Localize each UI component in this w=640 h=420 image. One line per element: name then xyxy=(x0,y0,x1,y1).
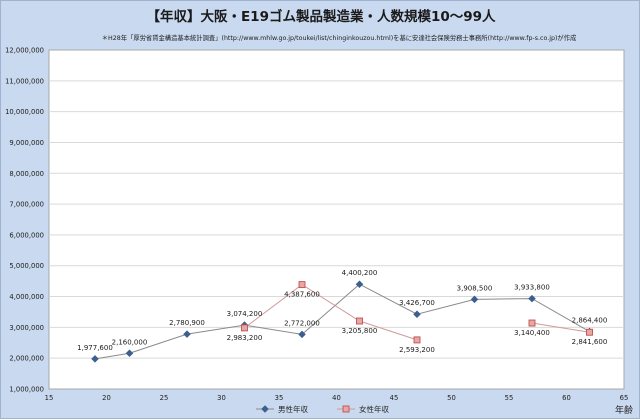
male-data-label: 4,400,200 xyxy=(342,269,378,277)
male-data-point xyxy=(413,310,421,318)
legend: 男性年収 女性年収 xyxy=(256,404,389,414)
y-tick-label: 9,000,000 xyxy=(9,139,44,147)
male-data-point xyxy=(355,280,364,288)
male-data-point xyxy=(125,349,134,358)
grid-layer xyxy=(49,80,624,359)
series-line xyxy=(244,283,418,341)
male-data-label: 2,772,000 xyxy=(284,319,320,327)
male-data-point xyxy=(298,330,306,339)
male-data-label: 2,864,400 xyxy=(572,317,608,325)
legend-label-female: 女性年収 xyxy=(359,404,389,414)
legend-marker-male xyxy=(261,405,269,413)
axis-layer: 1,000,000 2,000,000 3,000,000 4,000,000 5,00… xyxy=(5,47,628,403)
y-tick-label: 3,000,000 xyxy=(9,324,44,332)
series-line xyxy=(94,283,590,360)
female-data-label: 2,983,200 xyxy=(227,334,263,342)
y-tick-label: 12,000,000 xyxy=(5,47,44,55)
x-axis-label: 年齢 xyxy=(615,404,633,416)
series-layer xyxy=(91,280,594,363)
male-data-label: 3,908,500 xyxy=(457,284,493,292)
male-data-point xyxy=(183,330,191,338)
x-tick-label: 35 xyxy=(275,394,284,402)
x-tick-label: 65 xyxy=(620,394,629,402)
y-tick-label: 10,000,000 xyxy=(5,108,44,116)
x-tick-label: 50 xyxy=(447,394,456,402)
female-data-label: 2,593,200 xyxy=(399,346,435,354)
female-data-label: 3,205,800 xyxy=(342,327,378,335)
y-tick-label: 6,000,000 xyxy=(9,231,44,239)
x-tick-label: 25 xyxy=(160,394,169,402)
y-tick-label: 1,000,000 xyxy=(9,386,44,394)
legend-marker-female xyxy=(342,405,350,413)
female-data-point xyxy=(413,336,421,344)
plot-area xyxy=(48,49,625,390)
y-tick-label: 11,000,000 xyxy=(5,77,44,85)
female-data-label: 2,841,600 xyxy=(572,338,608,346)
male-data-label: 3,933,800 xyxy=(514,284,550,292)
male-data-label: 3,074,200 xyxy=(227,310,263,318)
female-data-point xyxy=(298,281,306,289)
y-tick-label: 8,000,000 xyxy=(9,170,44,178)
male-data-point xyxy=(528,294,536,303)
x-tick-label: 20 xyxy=(102,394,111,402)
female-data-point xyxy=(241,324,248,332)
female-data-label: 3,140,400 xyxy=(514,329,550,337)
chart-subtitle: ＊H28年「厚労省賃金構造基本統計調査」(http://www.mhlw.go.… xyxy=(102,33,577,42)
y-tick-label: 4,000,000 xyxy=(9,293,44,301)
male-data-point xyxy=(91,355,99,363)
female-data-point xyxy=(586,328,593,336)
y-tick-label: 7,000,000 xyxy=(9,201,44,209)
female-data-point xyxy=(528,319,536,327)
y-tick-label: 5,000,000 xyxy=(9,262,44,270)
male-data-label: 3,426,700 xyxy=(399,299,435,307)
series-line xyxy=(531,322,590,333)
x-tick-label: 15 xyxy=(45,394,54,402)
male-data-label: 2,780,900 xyxy=(169,319,205,327)
chart-title: 【年収】大阪・E19ゴム製品製造業・人数規模10〜99人 xyxy=(146,8,496,25)
male-data-label: 2,160,000 xyxy=(112,338,148,346)
male-data-label: 1,977,600 xyxy=(77,344,113,352)
legend-label-male: 男性年収 xyxy=(278,404,308,414)
female-data-point xyxy=(356,317,363,325)
female-data-label: 4,387,600 xyxy=(284,291,320,299)
x-tick-label: 55 xyxy=(505,394,514,402)
x-tick-label: 60 xyxy=(562,394,571,402)
x-tick-label: 30 xyxy=(217,394,226,402)
male-data-point xyxy=(470,295,479,304)
x-tick-label: 45 xyxy=(390,394,399,402)
y-tick-label: 2,000,000 xyxy=(9,355,44,363)
x-tick-label: 40 xyxy=(332,394,341,402)
